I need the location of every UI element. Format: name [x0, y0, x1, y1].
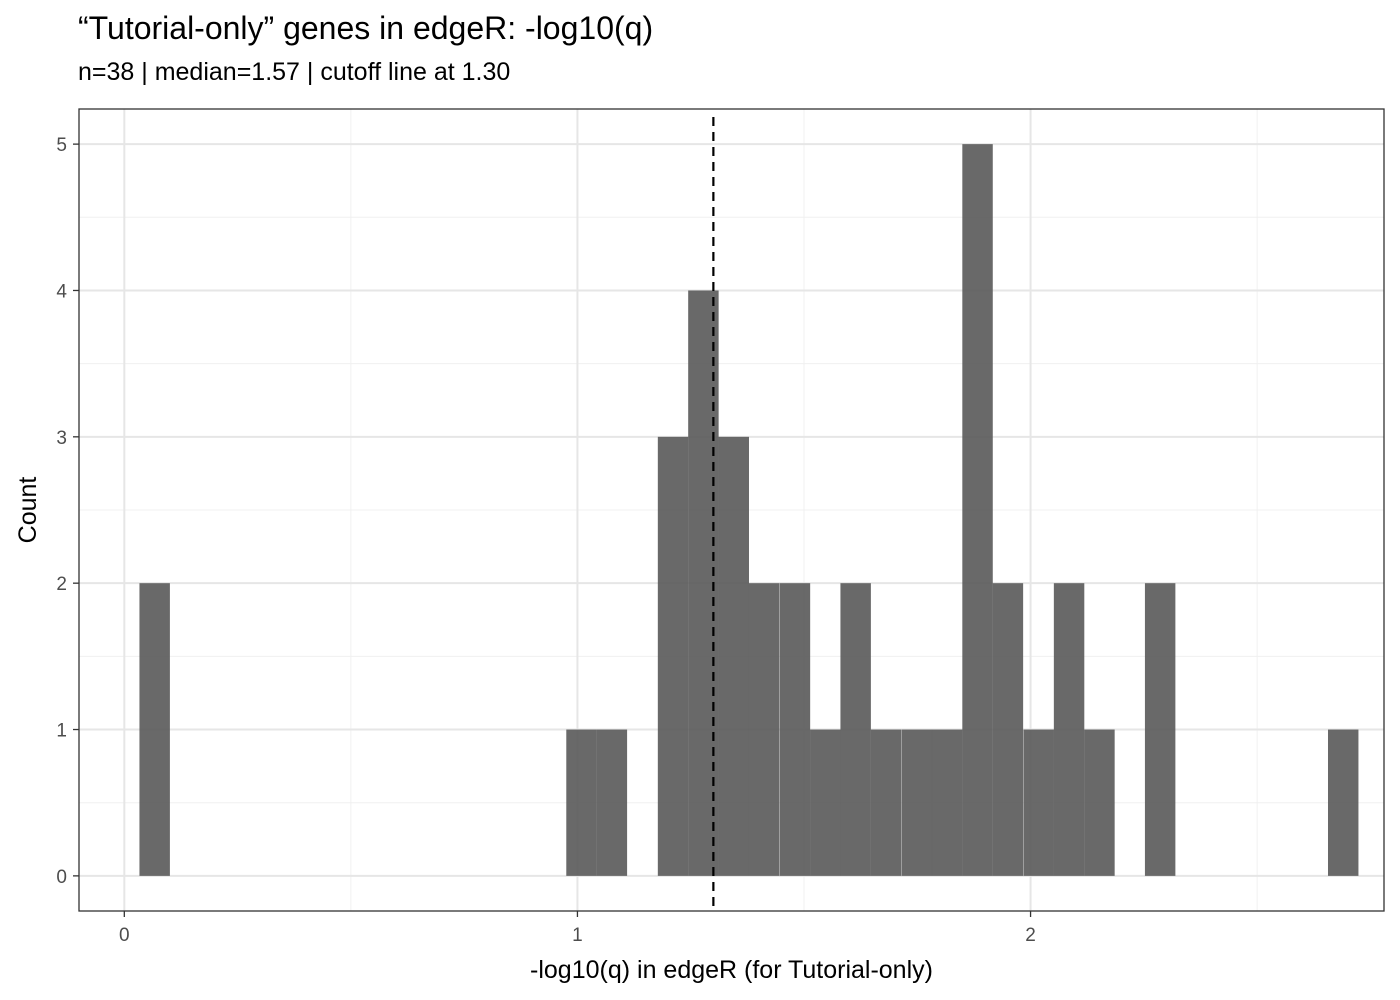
y-tick-label: 2	[56, 574, 67, 595]
chart-title: “Tutorial-only” genes in edgeR: -log10(q…	[78, 10, 654, 46]
y-tick-label: 0	[56, 867, 67, 888]
y-tick-label: 4	[56, 281, 67, 302]
axis-ticks: 0 1 2 0 1 2 3 4 5	[56, 135, 1035, 946]
chart-subtitle: n=38 | median=1.57 | cutoff line at 1.30	[78, 58, 511, 86]
panel-border	[78, 108, 1385, 912]
y-tick-label: 1	[56, 721, 67, 742]
x-tick-label: 2	[1025, 925, 1036, 946]
histogram-bar	[566, 729, 597, 876]
histogram-bar	[870, 729, 902, 876]
y-tick-label: 3	[56, 428, 67, 449]
x-axis-title: -log10(q) in edgeR (for Tutorial-only)	[530, 956, 933, 984]
x-tick-label: 1	[572, 925, 583, 946]
histogram-bar	[139, 583, 170, 876]
x-tick-label: 0	[119, 925, 130, 946]
histogram-bar	[992, 583, 1024, 876]
histogram-bar	[1144, 583, 1176, 876]
y-axis-title: Count	[14, 477, 42, 544]
histogram-bar	[1327, 729, 1359, 876]
histogram-bar	[810, 729, 841, 876]
y-tick-label: 5	[56, 135, 67, 156]
histogram-bar	[718, 436, 749, 876]
histogram-bar	[1053, 583, 1085, 876]
histogram-bar	[748, 583, 780, 876]
histogram-bar	[779, 583, 811, 876]
histogram-bar	[1084, 729, 1115, 876]
histogram-bar	[962, 144, 993, 876]
histogram-bar	[1023, 729, 1054, 876]
histogram-bar	[657, 436, 689, 876]
histogram-bar	[596, 729, 628, 876]
histogram-bar	[840, 583, 871, 876]
histogram-bar	[931, 729, 963, 876]
histogram-bar	[901, 729, 933, 876]
